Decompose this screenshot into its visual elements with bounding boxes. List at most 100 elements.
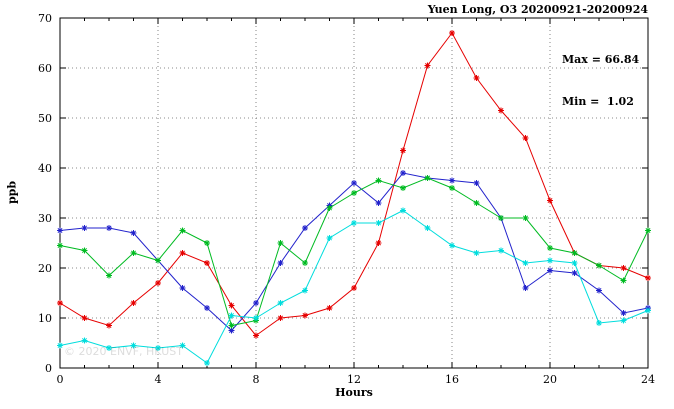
marker-red — [400, 147, 406, 154]
marker-red — [81, 315, 88, 321]
x-tick-label: 24 — [641, 373, 655, 386]
y-tick-label: 70 — [38, 12, 52, 25]
marker-green — [351, 190, 357, 196]
marker-red — [547, 197, 553, 204]
marker-blue — [106, 225, 112, 231]
marker-green — [473, 200, 480, 206]
marker-cyan — [228, 312, 235, 319]
x-axis-label: Hours — [335, 386, 373, 399]
series-line-green — [59, 177, 649, 327]
marker-cyan — [473, 250, 480, 256]
marker-cyan — [57, 342, 63, 349]
maxmin-annotation: Max = 66.84 Min = 1.02 — [562, 25, 639, 137]
marker-red — [204, 260, 210, 266]
x-tick-label: 16 — [445, 373, 459, 386]
marker-green — [375, 177, 382, 184]
marker-blue — [571, 270, 578, 276]
marker-cyan — [571, 260, 578, 266]
marker-blue — [204, 305, 210, 311]
series-cyan — [57, 207, 651, 366]
marker-red — [522, 135, 529, 141]
marker-cyan — [449, 242, 455, 249]
marker-blue — [547, 267, 553, 274]
marker-blue — [351, 180, 357, 186]
tick-labels: 0 4 8 12 16 20 24 0 10 20 30 40 50 60 70 — [38, 12, 655, 386]
marker-green — [179, 227, 186, 234]
y-axis-label: ppb — [5, 180, 19, 205]
marker-red — [473, 75, 480, 81]
marker-cyan — [277, 300, 284, 306]
marker-green — [547, 245, 553, 251]
y-tick-label: 10 — [38, 312, 52, 325]
marker-blue — [57, 227, 63, 234]
marker-green — [204, 240, 210, 246]
marker-red — [620, 265, 627, 271]
marker-cyan — [106, 345, 112, 351]
marker-cyan — [81, 337, 88, 344]
marker-red — [277, 315, 284, 321]
marker-green — [228, 322, 235, 329]
marker-red — [449, 30, 455, 36]
marker-cyan — [179, 342, 186, 349]
marker-red — [302, 312, 308, 319]
marker-blue — [522, 285, 529, 291]
y-tick-label: 40 — [38, 162, 52, 175]
marker-cyan — [620, 317, 627, 324]
marker-red — [179, 250, 186, 256]
x-tick-label: 20 — [543, 373, 557, 386]
marker-blue — [375, 200, 382, 206]
watermark: © 2020 ENVF, HKUST — [64, 345, 183, 358]
marker-green — [645, 227, 651, 234]
marker-red — [130, 300, 137, 306]
marker-green — [130, 250, 137, 256]
marker-blue — [400, 170, 406, 176]
y-tick-label: 60 — [38, 62, 52, 75]
marker-cyan — [326, 235, 333, 241]
marker-red — [645, 275, 651, 281]
marker-cyan — [302, 287, 308, 294]
max-label: Max = 66.84 — [562, 53, 640, 66]
marker-cyan — [130, 342, 137, 349]
marker-red — [253, 332, 259, 339]
marker-cyan — [498, 247, 504, 254]
marker-cyan — [375, 220, 382, 226]
marker-green — [424, 175, 431, 181]
marker-cyan — [400, 207, 406, 214]
y-tick-label: 30 — [38, 212, 52, 225]
marker-red — [351, 285, 357, 291]
marker-red — [228, 302, 235, 309]
marker-red — [106, 322, 112, 329]
marker-green — [302, 260, 308, 266]
marker-blue — [130, 230, 137, 236]
marker-blue — [449, 177, 455, 184]
marker-green — [106, 272, 112, 279]
marker-green — [81, 247, 88, 254]
plot-border — [59, 17, 649, 369]
marker-green — [277, 240, 284, 246]
marker-blue — [277, 260, 284, 266]
marker-blue — [596, 287, 602, 294]
marker-cyan — [155, 345, 161, 351]
marker-cyan — [204, 360, 210, 366]
marker-blue — [253, 300, 259, 306]
marker-green — [498, 215, 504, 221]
marker-cyan — [596, 320, 602, 326]
marker-cyan — [645, 307, 651, 314]
marker-green — [449, 185, 455, 191]
marker-red — [498, 107, 504, 114]
x-tick-label: 8 — [253, 373, 260, 386]
min-label: Min = 1.02 — [562, 95, 634, 108]
marker-cyan — [547, 257, 553, 264]
marker-cyan — [424, 225, 431, 231]
marker-red — [375, 240, 382, 246]
marker-green — [155, 257, 161, 264]
y-tick-label: 0 — [45, 362, 52, 375]
marker-blue — [179, 285, 186, 291]
marker-cyan — [522, 260, 529, 266]
x-tick-label: 12 — [347, 373, 361, 386]
marker-green — [620, 277, 627, 284]
x-tick-label: 4 — [155, 373, 162, 386]
series-green — [57, 175, 651, 329]
